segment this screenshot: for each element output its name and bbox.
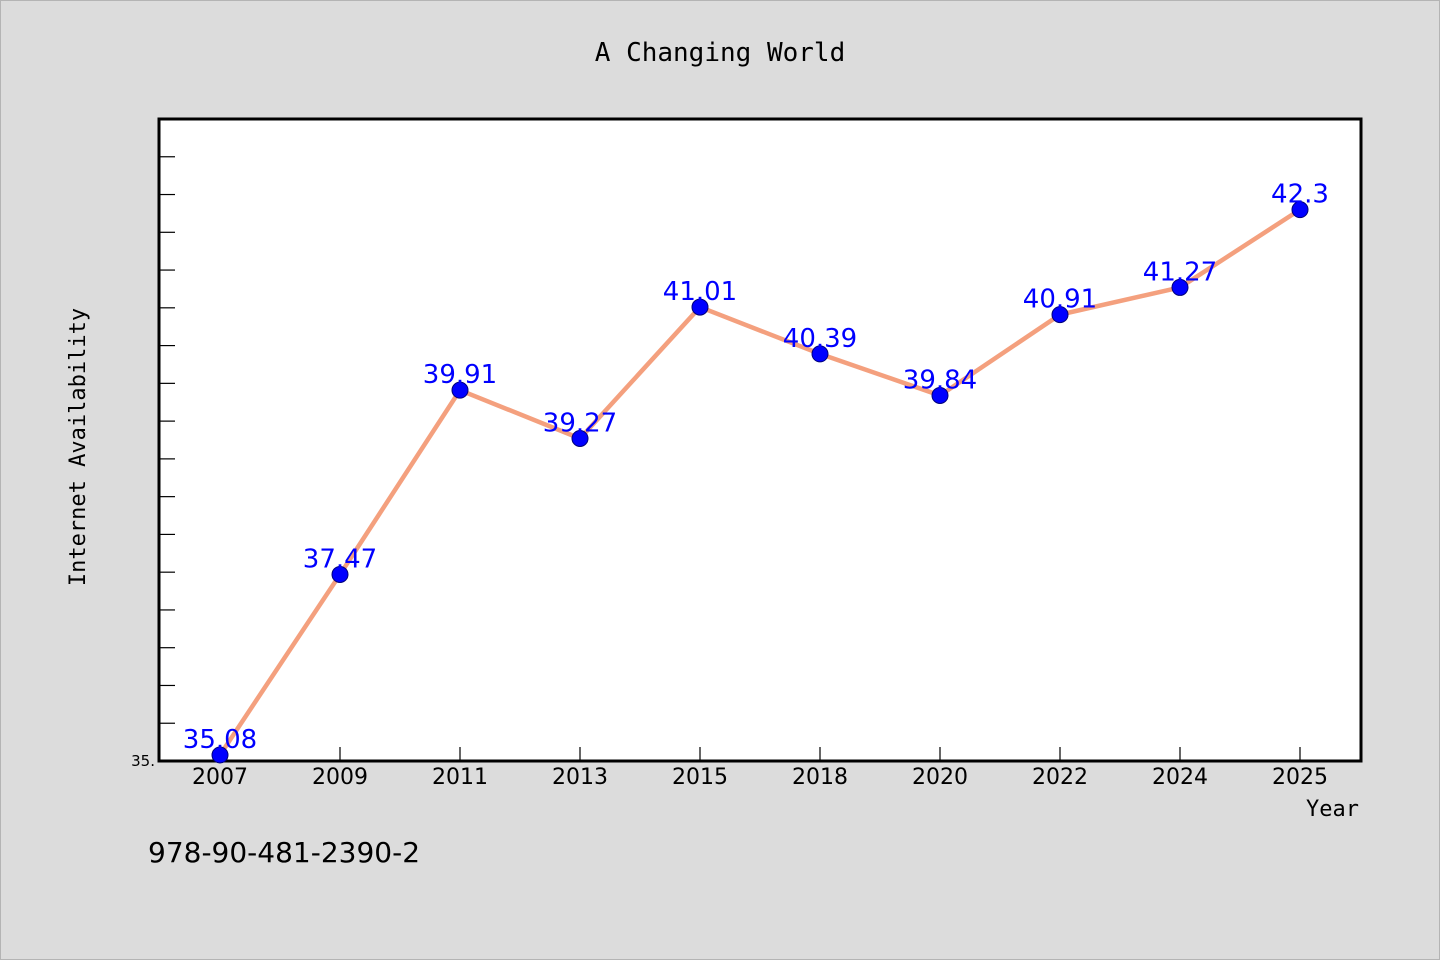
series-group: 35.08 37.47 39.91 39.27 41.01 40.39 39.84 40.91… (183, 180, 1329, 764)
data-label: 42.3 (1271, 180, 1329, 210)
chart-title: A Changing World (595, 38, 845, 68)
data-point (1291, 201, 1309, 219)
data-point (571, 429, 589, 447)
data-label: 39.84 (903, 365, 977, 395)
isbn-text: 978-90-481-2390-2 (148, 836, 420, 869)
y-axis-ticks (159, 156, 175, 724)
data-label: 39.27 (543, 408, 617, 438)
data-label: 40.39 (783, 324, 857, 354)
series-line (217, 207, 1303, 758)
data-point (1051, 306, 1069, 324)
data-label: 35.08 (183, 725, 257, 755)
data-point (691, 298, 709, 316)
data-point (931, 386, 949, 404)
x-axis-title: Year (1306, 797, 1359, 822)
x-tick-label: 2011 (432, 765, 488, 790)
data-point (811, 345, 829, 363)
data-label: 41.01 (663, 277, 737, 307)
x-tick-label: 2022 (1032, 765, 1088, 790)
data-point (211, 746, 229, 764)
data-label: 39.91 (423, 360, 497, 390)
x-tick-labels: 2007 2009 2011 2013 2015 2018 2020 2022 2024 2025 (192, 765, 1328, 790)
x-tick-label: 2009 (312, 765, 368, 790)
x-axis-ticks (219, 747, 1301, 761)
data-label: 41.27 (1143, 257, 1217, 287)
data-point (1171, 278, 1189, 296)
data-label: 40.91 (1023, 285, 1097, 315)
x-tick-label: 2007 (192, 765, 248, 790)
x-tick-label: 2025 (1272, 765, 1328, 790)
x-tick-label: 2013 (552, 765, 608, 790)
data-label: 37.47 (303, 544, 377, 574)
x-tick-label: 2020 (912, 765, 968, 790)
x-tick-label: 2024 (1152, 765, 1208, 790)
y-tick-label: 35. (131, 752, 155, 770)
plot-area (157, 117, 1363, 763)
data-point (331, 565, 349, 583)
data-point (451, 381, 469, 399)
x-tick-label: 2018 (792, 765, 848, 790)
x-tick-label: 2015 (672, 765, 728, 790)
y-axis-title: Internet Availability (66, 308, 91, 586)
